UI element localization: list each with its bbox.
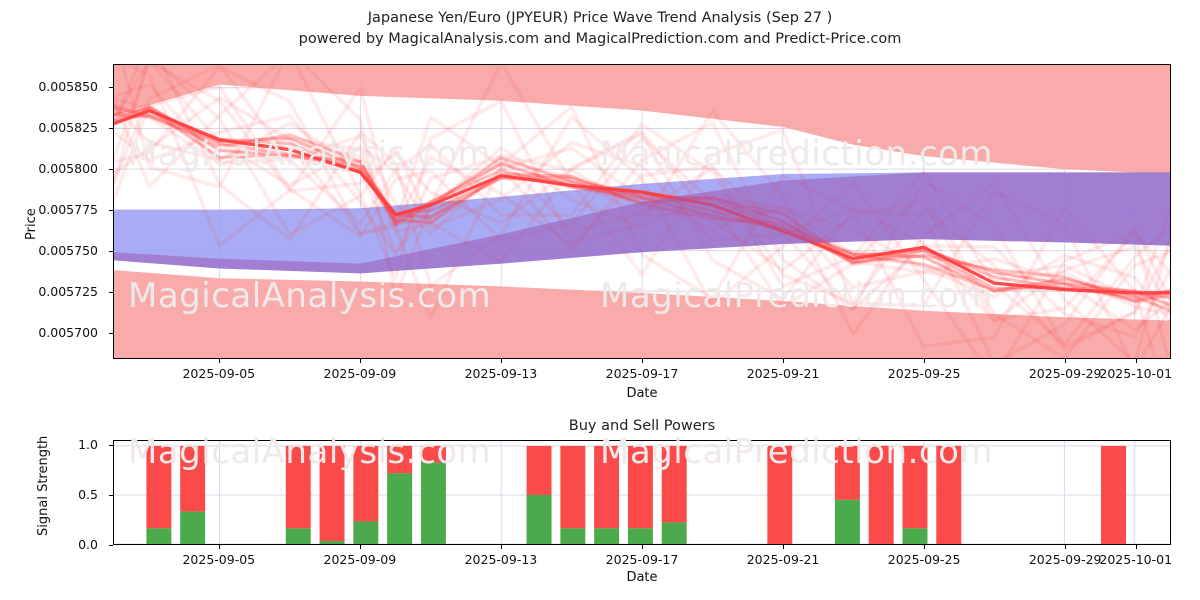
signal-x-tick-label: 2025-09-29 bbox=[1028, 552, 1102, 567]
price-x-tick-label: 2025-09-05 bbox=[182, 366, 256, 381]
price-y-tick-label: 0.005850 bbox=[38, 78, 98, 94]
page-subtitle: powered by MagicalAnalysis.com and Magic… bbox=[298, 31, 902, 47]
price-x-tick-mark bbox=[359, 359, 361, 363]
price-x-tick-mark bbox=[218, 359, 220, 363]
signal-x-tick-mark bbox=[1135, 545, 1137, 549]
signal-x-tick-label: 2025-09-05 bbox=[182, 552, 256, 567]
signal-x-tick-mark bbox=[783, 545, 785, 549]
signal-x-tick-mark bbox=[500, 545, 502, 549]
price-x-tick-mark bbox=[500, 359, 502, 363]
price-x-tick-label: 2025-09-29 bbox=[1028, 366, 1102, 381]
price-x-tick-mark bbox=[642, 359, 643, 363]
price-x-tick-label: 2025-09-17 bbox=[605, 366, 679, 381]
page-title: Japanese Yen/Euro (JPYEUR) Price Wave Tr… bbox=[367, 10, 833, 26]
price-y-tick-mark bbox=[109, 127, 113, 129]
price-y-tick-mark bbox=[109, 332, 113, 334]
signal-x-tick-label: 2025-09-25 bbox=[887, 552, 961, 567]
title-block: Japanese Yen/Euro (JPYEUR) Price Wave Tr… bbox=[0, 8, 1200, 50]
signal-x-tick-mark bbox=[1065, 545, 1067, 549]
price-x-tick-mark bbox=[924, 359, 926, 363]
signal-x-tick-label: 2025-09-13 bbox=[464, 552, 538, 567]
signal-y-tick-mark bbox=[109, 445, 113, 446]
price-y-tick-label: 0.005825 bbox=[38, 119, 98, 135]
price-x-tick-mark bbox=[1065, 359, 1067, 363]
price-y-tick-mark bbox=[109, 291, 113, 293]
price-y-tick-label: 0.005725 bbox=[38, 283, 98, 299]
signal-x-tick-mark bbox=[924, 545, 926, 549]
price-x-tick-mark bbox=[783, 359, 785, 363]
price-y-tick-label: 0.005700 bbox=[38, 324, 98, 340]
signal-x-tick-mark bbox=[642, 545, 643, 549]
signal-y-tick-label: 0.0 bbox=[78, 537, 98, 552]
signal-plot-area bbox=[113, 440, 1171, 545]
price-y-tick-mark bbox=[109, 168, 113, 170]
price-y-tick-label: 0.005800 bbox=[38, 160, 98, 176]
signal-y-tick-label: 1.0 bbox=[78, 437, 98, 452]
price-y-tick-label: 0.005750 bbox=[38, 242, 98, 258]
signal-x-tick-label: 2025-09-09 bbox=[323, 552, 397, 567]
signal-panel-title: Buy and Sell Powers bbox=[568, 418, 716, 434]
signal-plot-svg bbox=[114, 441, 1170, 544]
signal-x-tick-label: 2025-10-01 bbox=[1099, 552, 1173, 567]
price-x-tick-mark bbox=[1135, 359, 1137, 363]
price-y-tick-mark bbox=[109, 250, 113, 252]
signal-x-tick-mark bbox=[359, 545, 361, 549]
signal-y-tick-mark bbox=[109, 495, 113, 496]
signal-x-tick-mark bbox=[218, 545, 220, 549]
signal-x-axis-label: Date bbox=[626, 570, 658, 585]
price-y-tick-label: 0.005775 bbox=[38, 201, 98, 217]
price-y-tick-mark bbox=[109, 209, 113, 211]
price-plot-area bbox=[113, 64, 1171, 359]
price-y-tick-mark bbox=[109, 86, 113, 88]
price-plot-svg bbox=[114, 65, 1170, 358]
price-x-tick-label: 2025-09-21 bbox=[746, 366, 820, 381]
price-x-tick-label: 2025-10-01 bbox=[1099, 366, 1173, 381]
signal-y-tick-label: 0.5 bbox=[78, 487, 98, 502]
price-x-tick-label: 2025-09-09 bbox=[323, 366, 397, 381]
signal-x-tick-label: 2025-09-21 bbox=[746, 552, 820, 567]
signal-y-tick-mark bbox=[109, 545, 113, 546]
price-x-tick-label: 2025-09-25 bbox=[887, 366, 961, 381]
price-x-tick-label: 2025-09-13 bbox=[464, 366, 538, 381]
price-x-axis-label: Date bbox=[626, 386, 658, 401]
signal-x-tick-label: 2025-09-17 bbox=[605, 552, 679, 567]
